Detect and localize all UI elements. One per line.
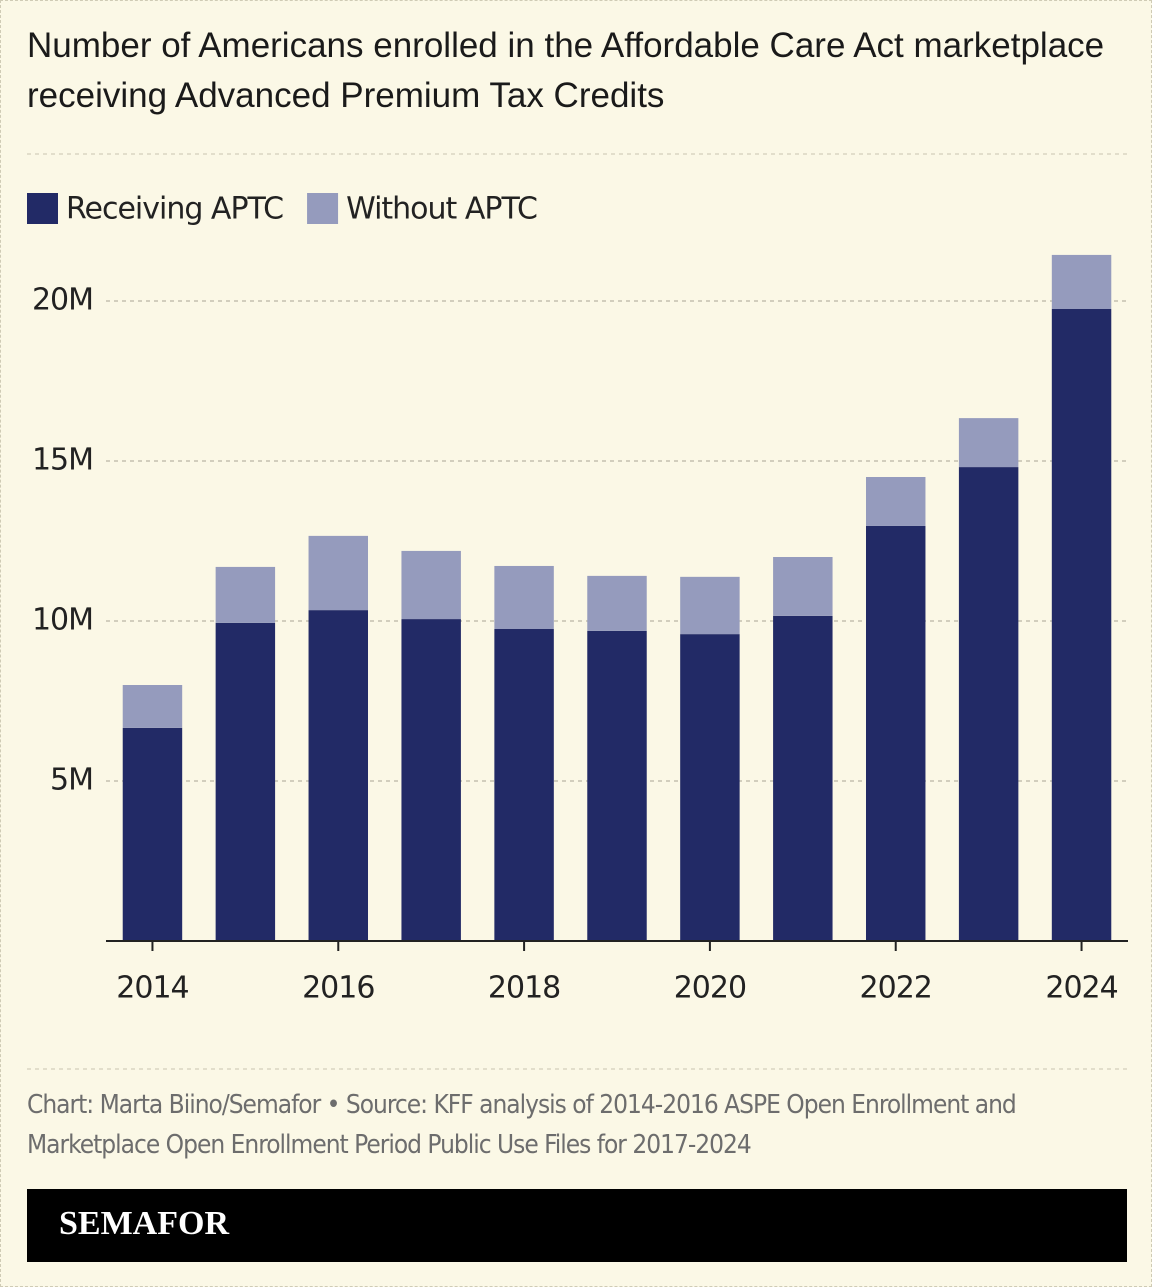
bar-segment xyxy=(865,477,926,526)
legend-swatch xyxy=(307,193,339,224)
bar-segment xyxy=(494,629,554,941)
x-tick-label: 2024 xyxy=(1045,971,1117,1006)
bar-segment xyxy=(773,615,833,941)
bar-segment xyxy=(308,535,369,611)
bar-segment xyxy=(865,525,926,941)
chart: Receiving APTC Without APTC 5M 10M 15M 20M 201… xyxy=(27,153,1128,1070)
source-note: Chart: Marta Biino/Semafor • Source: KFF… xyxy=(27,1090,1017,1160)
bar-segment xyxy=(958,418,1019,468)
bar-segment xyxy=(1051,254,1112,309)
legend-label: Without APTC xyxy=(346,192,537,227)
y-tick-label: 15M xyxy=(32,443,93,478)
y-tick-label: 10M xyxy=(32,603,93,638)
x-tick-label: 2018 xyxy=(488,971,560,1006)
bar-segment xyxy=(680,576,740,635)
bar-segment xyxy=(401,550,461,620)
chart-title: Number of Americans enrolled in the Affo… xyxy=(27,26,1105,115)
bar-segment xyxy=(773,557,833,616)
legend-swatch xyxy=(27,193,58,224)
y-tick-label: 20M xyxy=(32,283,93,318)
x-tick-label: 2016 xyxy=(302,971,374,1006)
x-tick-label: 2022 xyxy=(860,971,932,1006)
brand-bar: SEMAFOR xyxy=(27,1189,1127,1262)
bar-segment xyxy=(680,634,740,941)
bar-segment xyxy=(401,619,461,941)
bar-segment xyxy=(215,622,276,941)
bar-segment xyxy=(1051,309,1112,941)
bar-segment xyxy=(587,575,647,631)
bar-segment xyxy=(308,610,369,941)
x-tick-label: 2014 xyxy=(116,971,188,1006)
bar-segment xyxy=(494,565,554,629)
bar-segment xyxy=(215,566,276,623)
bar-segment xyxy=(122,685,183,728)
bar-segment xyxy=(587,630,647,941)
brand-logo: SEMAFOR xyxy=(59,1205,229,1242)
bar-segment xyxy=(122,727,183,941)
legend-label: Receiving APTC xyxy=(66,192,283,227)
bar-segment xyxy=(958,467,1019,941)
x-tick-label: 2020 xyxy=(674,971,746,1006)
y-tick-label: 5M xyxy=(50,763,93,798)
